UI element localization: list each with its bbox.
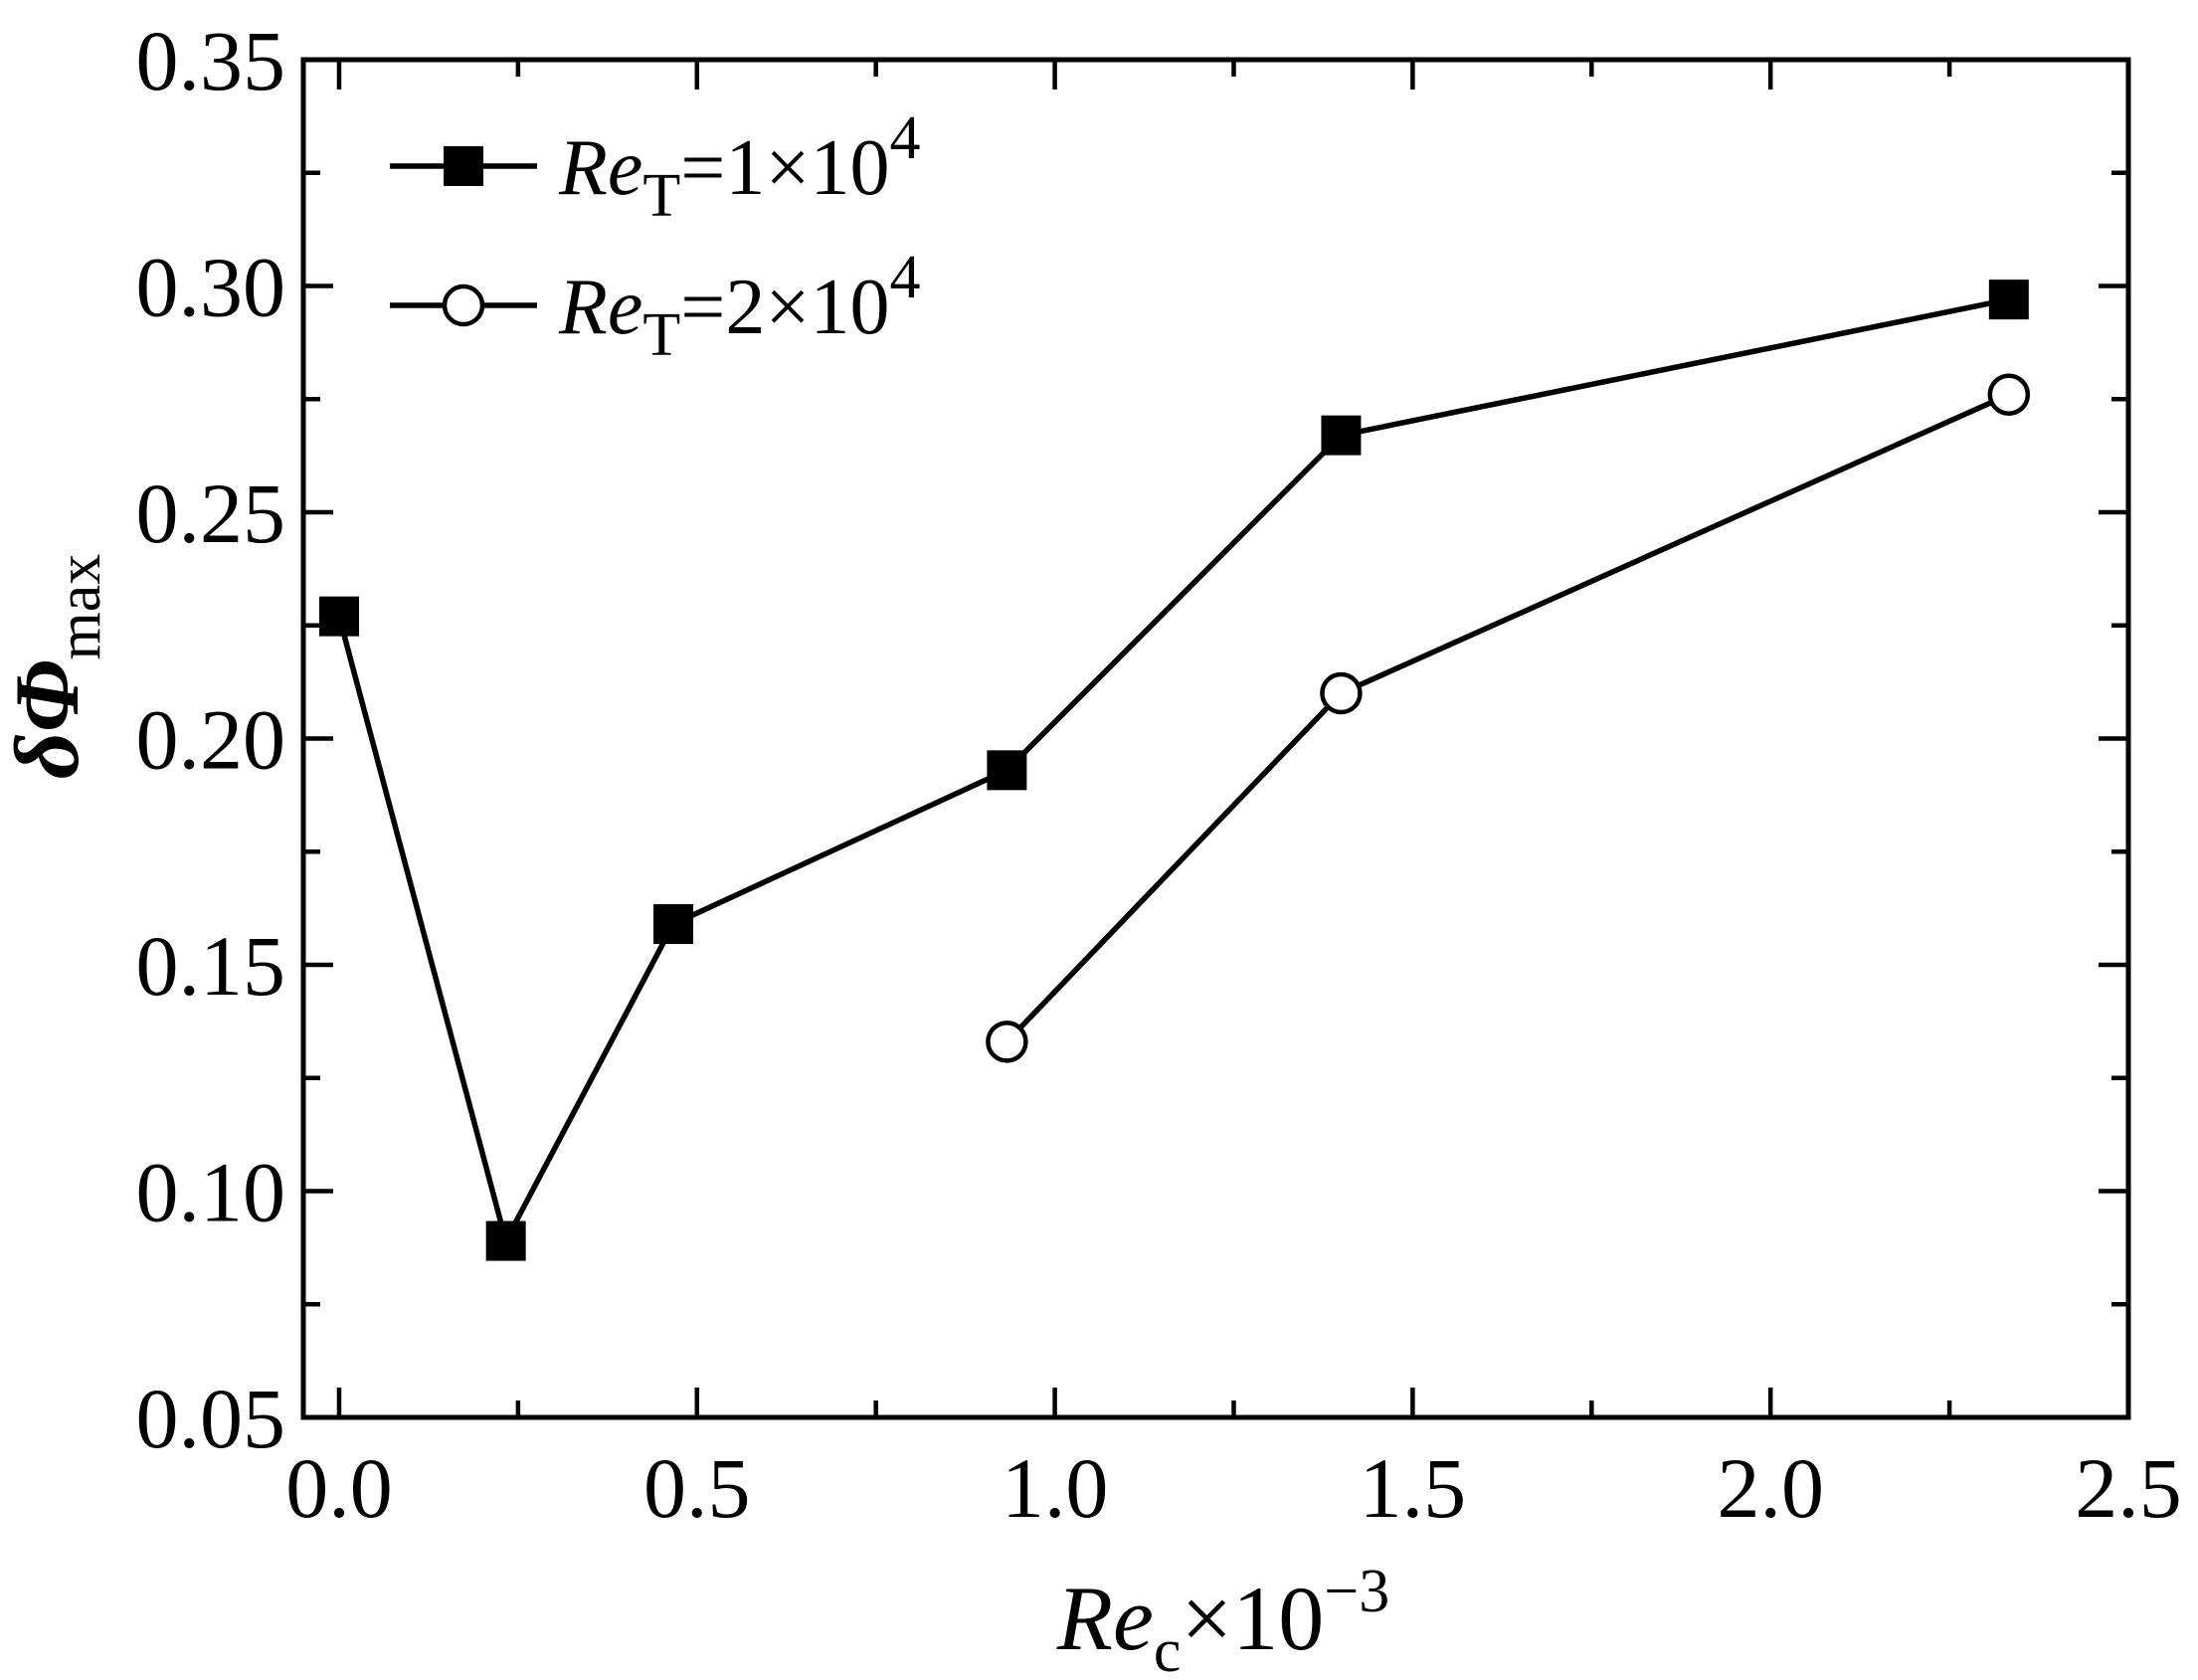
legend-label-eq: =1×10 — [680, 124, 889, 212]
series-1 — [318, 280, 2029, 1261]
data-point — [653, 904, 694, 945]
legend-marker — [444, 146, 483, 186]
data-point — [1988, 280, 2029, 320]
legend-label-sup: 4 — [889, 244, 920, 311]
y-tick-label: 0.20 — [136, 692, 286, 788]
data-point — [485, 1220, 526, 1261]
y-axis-title: δΦmax — [0, 554, 113, 779]
y-tick-label: 0.30 — [136, 240, 286, 335]
legend-label-sub: T — [642, 301, 680, 369]
x-tick-label: 0.5 — [643, 1440, 751, 1536]
series-line — [1005, 392, 2010, 1044]
legend-entry: ReT=2×104 — [390, 244, 920, 369]
data-point — [1987, 373, 2031, 416]
axis-ticks — [303, 57, 2131, 1420]
y-tick-label: 0.35 — [136, 13, 286, 108]
x-tick-label: 2.5 — [2075, 1440, 2182, 1536]
y-tick-label: 0.25 — [136, 466, 286, 561]
x-tick-label: 1.0 — [1002, 1440, 1109, 1536]
tick-labels: 0.0 0.5 1.0 1.5 2.0 2.5 0.05 0.10 0.15 0.20 0.25 0.… — [136, 13, 2182, 1536]
y-axis-title-main: δΦ — [0, 660, 97, 780]
data-point — [318, 596, 359, 637]
series-2 — [986, 373, 2031, 1063]
legend-label: ReT=1×104 — [558, 104, 920, 230]
legend-entry: ReT=1×104 — [390, 104, 920, 230]
x-tick-label: 0.0 — [285, 1440, 393, 1536]
data-point — [1321, 415, 1362, 456]
legend-label-main: Re — [558, 264, 642, 351]
data-point — [1320, 671, 1363, 715]
legend-label-sub: T — [642, 162, 680, 230]
y-axis-title-sub: max — [46, 554, 113, 660]
legend-label-main: Re — [558, 124, 642, 212]
legend-label: ReT=2×104 — [558, 244, 920, 369]
y-tick-label: 0.05 — [136, 1371, 286, 1466]
y-tick-label: 0.10 — [136, 1145, 286, 1240]
y-tick-label: 0.15 — [136, 918, 286, 1014]
x-axis-title-suffix: ×10 — [1181, 1568, 1324, 1669]
series-line — [336, 296, 2010, 1248]
legend-marker — [442, 283, 485, 327]
x-axis-title: Rec×10−3 — [1056, 1558, 1389, 1680]
x-tick-label: 1.5 — [1360, 1440, 1467, 1536]
legend-label-eq: =2×10 — [680, 264, 889, 351]
data-point — [987, 750, 1027, 791]
x-axis-title-sup: −3 — [1324, 1558, 1389, 1625]
x-tick-label: 2.0 — [1717, 1440, 1824, 1536]
series-layer — [318, 280, 2031, 1261]
legend-label-sup: 4 — [889, 104, 920, 172]
data-point — [986, 1021, 1028, 1063]
x-axis-title-sub: c — [1154, 1617, 1182, 1680]
x-axis-title-main: Re — [1056, 1568, 1154, 1669]
